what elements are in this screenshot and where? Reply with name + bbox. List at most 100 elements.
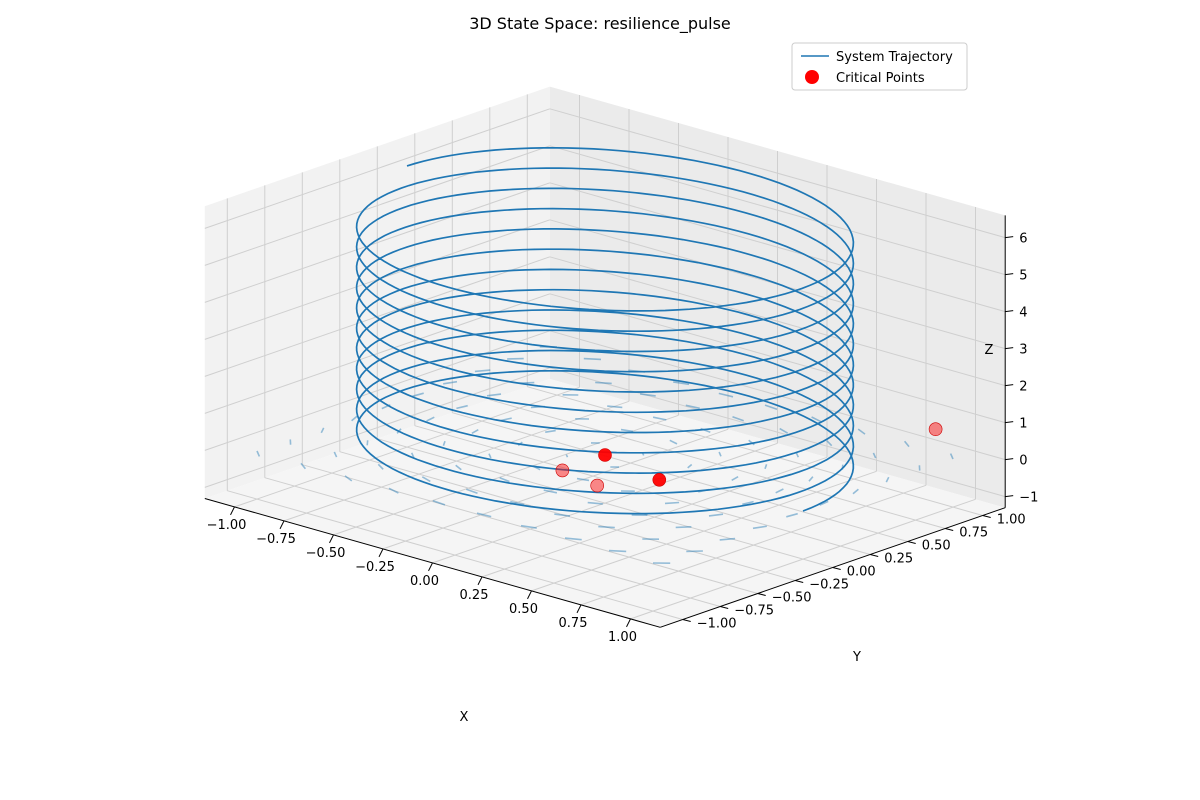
grid-y-floor	[527, 386, 983, 516]
x-axis-label: X	[460, 710, 469, 725]
grid-z-back	[549, 108, 1006, 239]
vector-arrow	[652, 416, 667, 421]
vector-arrow	[718, 392, 734, 398]
vector-arrow	[455, 464, 462, 471]
vector-arrow	[587, 501, 603, 505]
y-tick-mark	[757, 593, 766, 596]
x-tick-label: −0.25	[355, 560, 395, 575]
vector-arrow	[565, 454, 569, 458]
x-tick-label: 0.75	[559, 616, 588, 631]
vector-arrow	[598, 525, 615, 529]
grid-y-floor	[489, 399, 946, 529]
legend-trajectory-label: System Trajectory	[836, 50, 953, 65]
vector-arrow	[675, 526, 692, 529]
critical-point-marker	[598, 448, 612, 462]
grid-y-floor	[414, 425, 871, 555]
z-axis-label: Z	[985, 343, 994, 358]
vector-arrow	[486, 393, 502, 397]
y-tick-mark	[832, 567, 841, 570]
vector-arrow	[466, 488, 478, 494]
vector-arrow	[764, 404, 778, 410]
vector-arrow	[442, 440, 446, 446]
vector-arrow	[607, 405, 623, 409]
vector-arrow	[872, 452, 877, 459]
critical-point-marker	[652, 472, 667, 487]
vector-arrow	[685, 404, 700, 410]
x-tick-mark	[230, 506, 235, 516]
grid-y-floor	[377, 438, 833, 568]
grid-y-floor	[264, 477, 721, 607]
vector-arrow	[333, 451, 338, 458]
grid-z-left	[204, 330, 550, 451]
vector-arrow	[608, 549, 627, 553]
z-tick-mark	[1005, 384, 1014, 387]
vector-arrow	[708, 513, 724, 517]
vector-arrow	[474, 369, 491, 373]
grid-z-left	[204, 293, 550, 414]
vector-arrow	[510, 500, 525, 506]
grid-z-back	[549, 293, 1006, 424]
z-tick-mark	[1005, 236, 1014, 239]
vector-arrow	[748, 439, 755, 446]
y-tick-label: −0.75	[734, 604, 774, 619]
y-tick-mark	[795, 580, 804, 583]
legend-critical-label: Critical Points	[836, 71, 925, 86]
z-tick-mark	[1005, 347, 1014, 350]
y-tick-label: −1.00	[697, 617, 737, 632]
vector-arrow	[564, 537, 582, 541]
y-tick-label: 1.00	[997, 513, 1026, 528]
y-tick-label: 0.50	[922, 539, 951, 554]
z-tick-label: 2	[1019, 380, 1027, 395]
critical-point-marker	[555, 463, 570, 478]
y-tick-mark	[720, 606, 729, 609]
vector-arrow	[620, 428, 634, 433]
grid-z-back	[549, 367, 1006, 498]
vector-arrow	[500, 417, 512, 422]
vector-arrow	[764, 464, 768, 470]
z-tick-label: 5	[1019, 269, 1027, 284]
vector-arrow	[426, 416, 435, 422]
legend: System Trajectory Critical Points	[791, 42, 968, 91]
vector-arrow	[673, 381, 690, 386]
y-tick-label: 0.25	[884, 552, 913, 567]
x-tick-label: 1.00	[608, 630, 637, 645]
vector-arrow	[256, 450, 261, 457]
grid-y-floor	[227, 490, 683, 620]
vector-arrow	[664, 501, 680, 505]
y-tick-label: −0.25	[809, 578, 849, 593]
vector-arrow	[476, 512, 492, 518]
grid-z-back	[549, 145, 1006, 276]
vector-arrow	[488, 453, 492, 459]
y-axis-label: Y	[852, 650, 861, 665]
x-tick-mark	[576, 604, 582, 614]
vector-arrow	[732, 416, 744, 422]
chart-title: 3D State Space: resilience_pulse	[469, 14, 731, 34]
vector-arrow	[731, 476, 739, 481]
x-tick-label: 0.00	[410, 574, 439, 589]
vector-arrow	[520, 524, 537, 529]
y-tick-mark	[907, 541, 916, 544]
grid-z-back	[549, 330, 1006, 461]
vector-arrow	[300, 462, 307, 470]
grid-z-back	[549, 182, 1006, 313]
grid-z-left	[204, 182, 550, 303]
vector-arrow	[903, 440, 910, 448]
x-tick-label: 0.50	[509, 602, 538, 617]
vector-arrow	[687, 463, 693, 469]
vector-arrow	[499, 476, 510, 483]
y-tick-label: 0.00	[847, 565, 876, 580]
vector-arrow	[819, 500, 829, 506]
vector-arrow	[410, 452, 415, 458]
z-tick-label: 1	[1019, 417, 1027, 432]
vector-arrow	[808, 476, 814, 482]
y-tick-label: −0.50	[772, 591, 812, 606]
vector-arrow	[857, 428, 866, 435]
grid-z-back	[549, 256, 1006, 387]
x-tick-mark	[329, 534, 334, 544]
vector-arrow	[885, 476, 890, 483]
x-tick-label: −0.50	[306, 546, 346, 561]
y-tick-label: 0.75	[959, 526, 988, 541]
vector-arrow	[543, 489, 558, 494]
vector-arrow	[779, 427, 789, 434]
